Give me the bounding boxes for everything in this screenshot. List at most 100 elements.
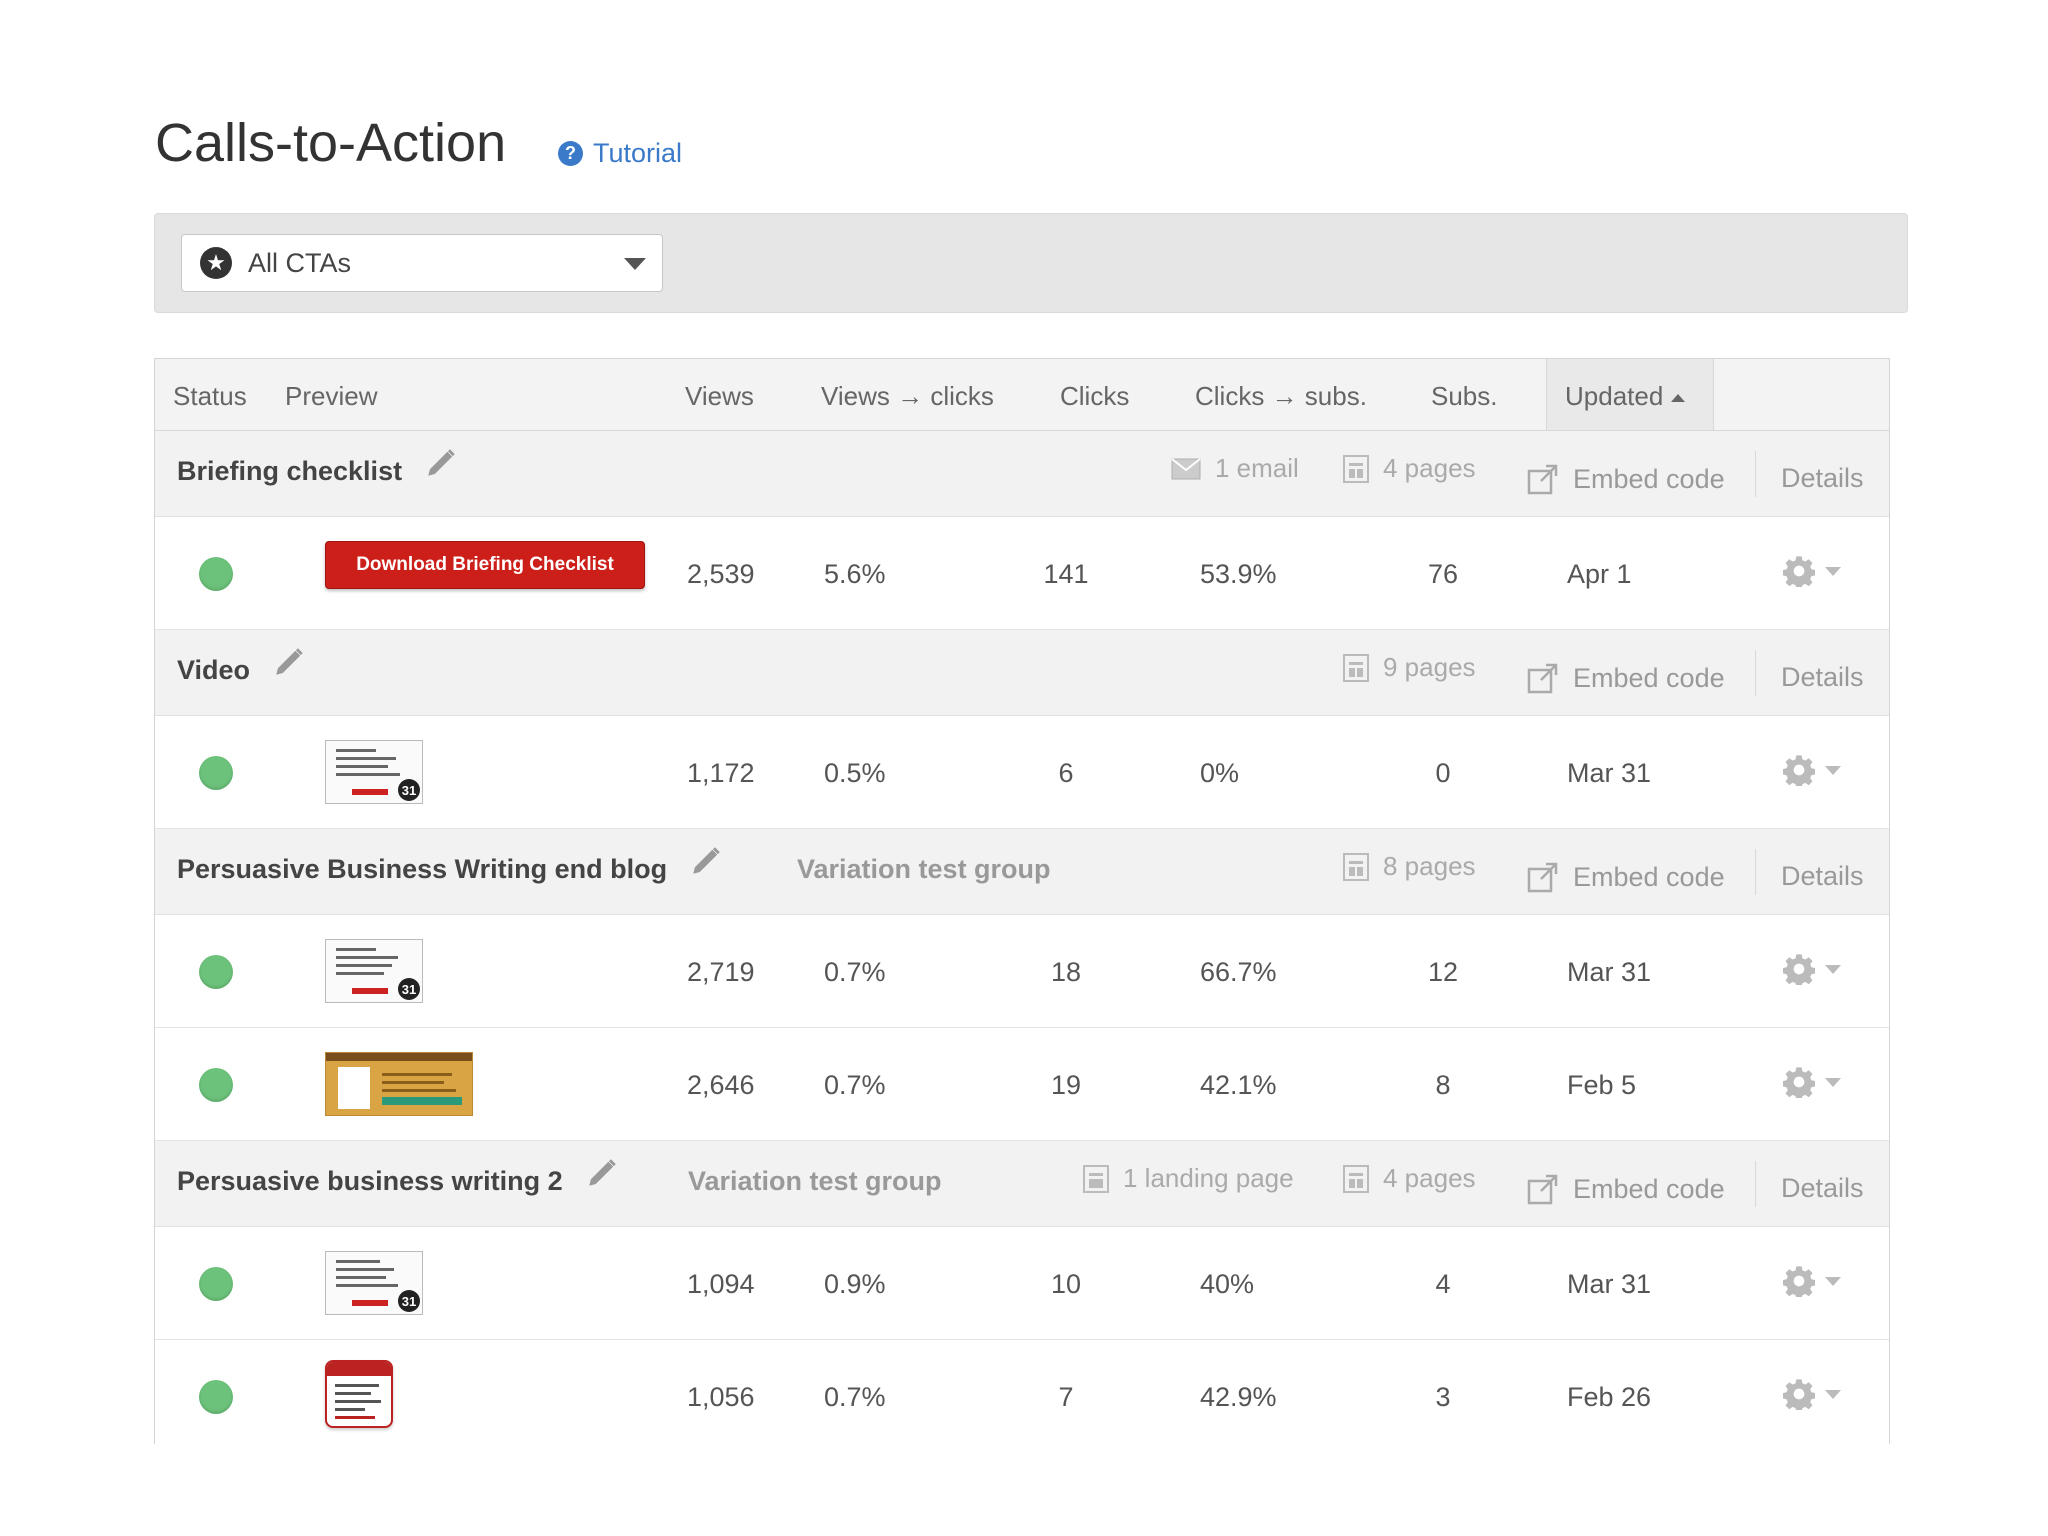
views-to-clicks-cell: 0.5%	[824, 758, 886, 788]
cta-preview-thumbnail[interactable]	[325, 1360, 393, 1428]
group-meta-label: 4 pages	[1383, 1163, 1476, 1193]
subs-cell: 4	[1435, 1269, 1451, 1299]
embed-code-link[interactable]: Embed code	[1527, 861, 1725, 893]
clicks-cell: 141	[1043, 559, 1089, 589]
cta-preview-button[interactable]: Download Briefing Checklist	[325, 541, 645, 589]
views-to-clicks-cell: 5.6%	[824, 559, 886, 589]
cta-preview-thumbnail[interactable]: 31	[325, 740, 423, 804]
cta-preview-thumbnail[interactable]: 31	[325, 1251, 423, 1315]
pencil-icon[interactable]	[689, 844, 723, 878]
group-pages: 4 pages	[1343, 453, 1476, 484]
chevron-down-icon	[1825, 765, 1841, 775]
column-clicks-to-subs[interactable]: Clicks → subs.	[1195, 381, 1367, 411]
chevron-down-icon	[1825, 566, 1841, 576]
row-actions-menu[interactable]	[1783, 1378, 1841, 1410]
column-clicks[interactable]: Clicks	[1060, 381, 1130, 411]
tutorial-label: Tutorial	[593, 138, 683, 168]
group-title: Briefing checklist	[177, 448, 458, 487]
divider	[1755, 451, 1756, 497]
details-link[interactable]: Details	[1781, 463, 1864, 493]
column-views[interactable]: Views	[685, 381, 754, 411]
variation-test-group-label: Variation test group	[688, 1166, 942, 1196]
views-to-clicks-cell: 0.7%	[824, 1070, 886, 1100]
clicks-cell: 7	[1058, 1382, 1074, 1412]
cta-preview-thumbnail[interactable]: 31	[325, 939, 423, 1003]
row-actions-menu[interactable]	[1783, 555, 1841, 587]
status-active-indicator	[199, 1380, 233, 1414]
group-meta-label: 1 email	[1215, 453, 1299, 483]
embed-code-link[interactable]: Embed code	[1527, 1173, 1725, 1205]
gear-icon	[1783, 755, 1815, 786]
page-title: Calls-to-Action	[155, 113, 507, 173]
pencil-icon[interactable]	[585, 1156, 619, 1190]
row-actions-menu[interactable]	[1783, 953, 1841, 985]
sorted-column-highlight	[1546, 359, 1714, 430]
gear-icon	[1783, 954, 1815, 985]
updated-cell: Mar 31	[1567, 957, 1652, 987]
column-subs[interactable]: Subs.	[1431, 381, 1498, 411]
table-row[interactable]: Download Briefing Checklist 2,539 5.6% 1…	[155, 517, 1889, 630]
column-status[interactable]: Status	[173, 381, 247, 411]
gear-icon	[1783, 1266, 1815, 1297]
column-views-to-clicks[interactable]: Views → clicks	[821, 381, 994, 411]
table-row[interactable]: 1,056 0.7% 7 42.9% 3 Feb 26	[155, 1340, 1889, 1444]
subs-cell: 8	[1435, 1070, 1451, 1100]
embed-code-label: Embed code	[1573, 861, 1725, 892]
clicks-cell: 6	[1058, 758, 1074, 788]
row-actions-menu[interactable]	[1783, 754, 1841, 786]
table-header: Status Preview Views Views → clicks Clic…	[155, 359, 1889, 431]
group-pages: 4 pages	[1343, 1163, 1476, 1194]
pencil-icon[interactable]	[272, 645, 306, 679]
external-link-icon	[1527, 464, 1558, 495]
updated-cell: Apr 1	[1567, 559, 1632, 589]
table-row[interactable]: 2,646 0.7% 19 42.1% 8 Feb 5	[155, 1028, 1889, 1141]
group-meta-label: 1 landing page	[1123, 1163, 1294, 1193]
row-actions-menu[interactable]	[1783, 1265, 1841, 1297]
gear-icon	[1783, 1067, 1815, 1098]
table-row[interactable]: 31 1,172 0.5% 6 0% 0 Mar 31	[155, 716, 1889, 829]
group-landing-pages: 1 landing page	[1083, 1163, 1294, 1194]
views-to-clicks-cell: 0.7%	[824, 957, 886, 987]
views-to-clicks-cell: 0.9%	[824, 1269, 886, 1299]
tutorial-link[interactable]: ? Tutorial	[558, 138, 682, 169]
cta-group: Briefing checklist 1 email 4 pages Embed…	[155, 431, 1889, 517]
divider	[1755, 650, 1756, 696]
column-updated[interactable]: Updated	[1565, 381, 1686, 412]
clicks-to-subs-cell: 53.9%	[1200, 559, 1277, 589]
group-title: Persuasive business writing 2	[177, 1158, 619, 1197]
divider	[1755, 1161, 1756, 1207]
landing-page-icon	[1083, 1164, 1109, 1193]
row-actions-menu[interactable]	[1783, 1066, 1841, 1098]
group-name: Persuasive Business Writing end blog	[177, 854, 668, 884]
updated-cell: Feb 5	[1567, 1070, 1637, 1100]
status-active-indicator	[199, 955, 233, 989]
external-link-icon	[1527, 1174, 1558, 1205]
clicks-cell: 18	[1050, 957, 1082, 987]
filter-bar: ★ All CTAs	[154, 213, 1908, 313]
cta-filter-select[interactable]: ★ All CTAs	[181, 234, 663, 292]
table-row[interactable]: 31 2,719 0.7% 18 66.7% 12 Mar 31	[155, 915, 1889, 1028]
cta-preview-thumbnail[interactable]	[325, 1052, 473, 1116]
subs-cell: 12	[1427, 957, 1459, 987]
chevron-down-icon	[1825, 964, 1841, 974]
clicks-to-subs-cell: 40%	[1200, 1269, 1255, 1299]
clicks-to-subs-cell: 0%	[1200, 758, 1240, 788]
views-cell: 1,056	[687, 1382, 755, 1412]
chevron-down-icon	[1825, 1276, 1841, 1286]
details-link[interactable]: Details	[1781, 861, 1864, 891]
embed-code-link[interactable]: Embed code	[1527, 662, 1725, 694]
pencil-icon[interactable]	[424, 446, 458, 480]
cta-group: Persuasive Business Writing end blog Var…	[155, 829, 1889, 915]
table-row[interactable]: 31 1,094 0.9% 10 40% 4 Mar 31	[155, 1227, 1889, 1340]
cta-table: Status Preview Views Views → clicks Clic…	[154, 358, 1890, 1444]
page-icon	[1343, 454, 1369, 483]
help-icon: ?	[558, 141, 583, 166]
status-active-indicator	[199, 557, 233, 591]
clicks-to-subs-cell: 42.1%	[1200, 1070, 1277, 1100]
details-link[interactable]: Details	[1781, 1173, 1864, 1203]
embed-code-label: Embed code	[1573, 463, 1725, 494]
embed-code-link[interactable]: Embed code	[1527, 463, 1725, 495]
details-link[interactable]: Details	[1781, 662, 1864, 692]
column-preview[interactable]: Preview	[285, 381, 378, 411]
gear-icon	[1783, 556, 1815, 587]
